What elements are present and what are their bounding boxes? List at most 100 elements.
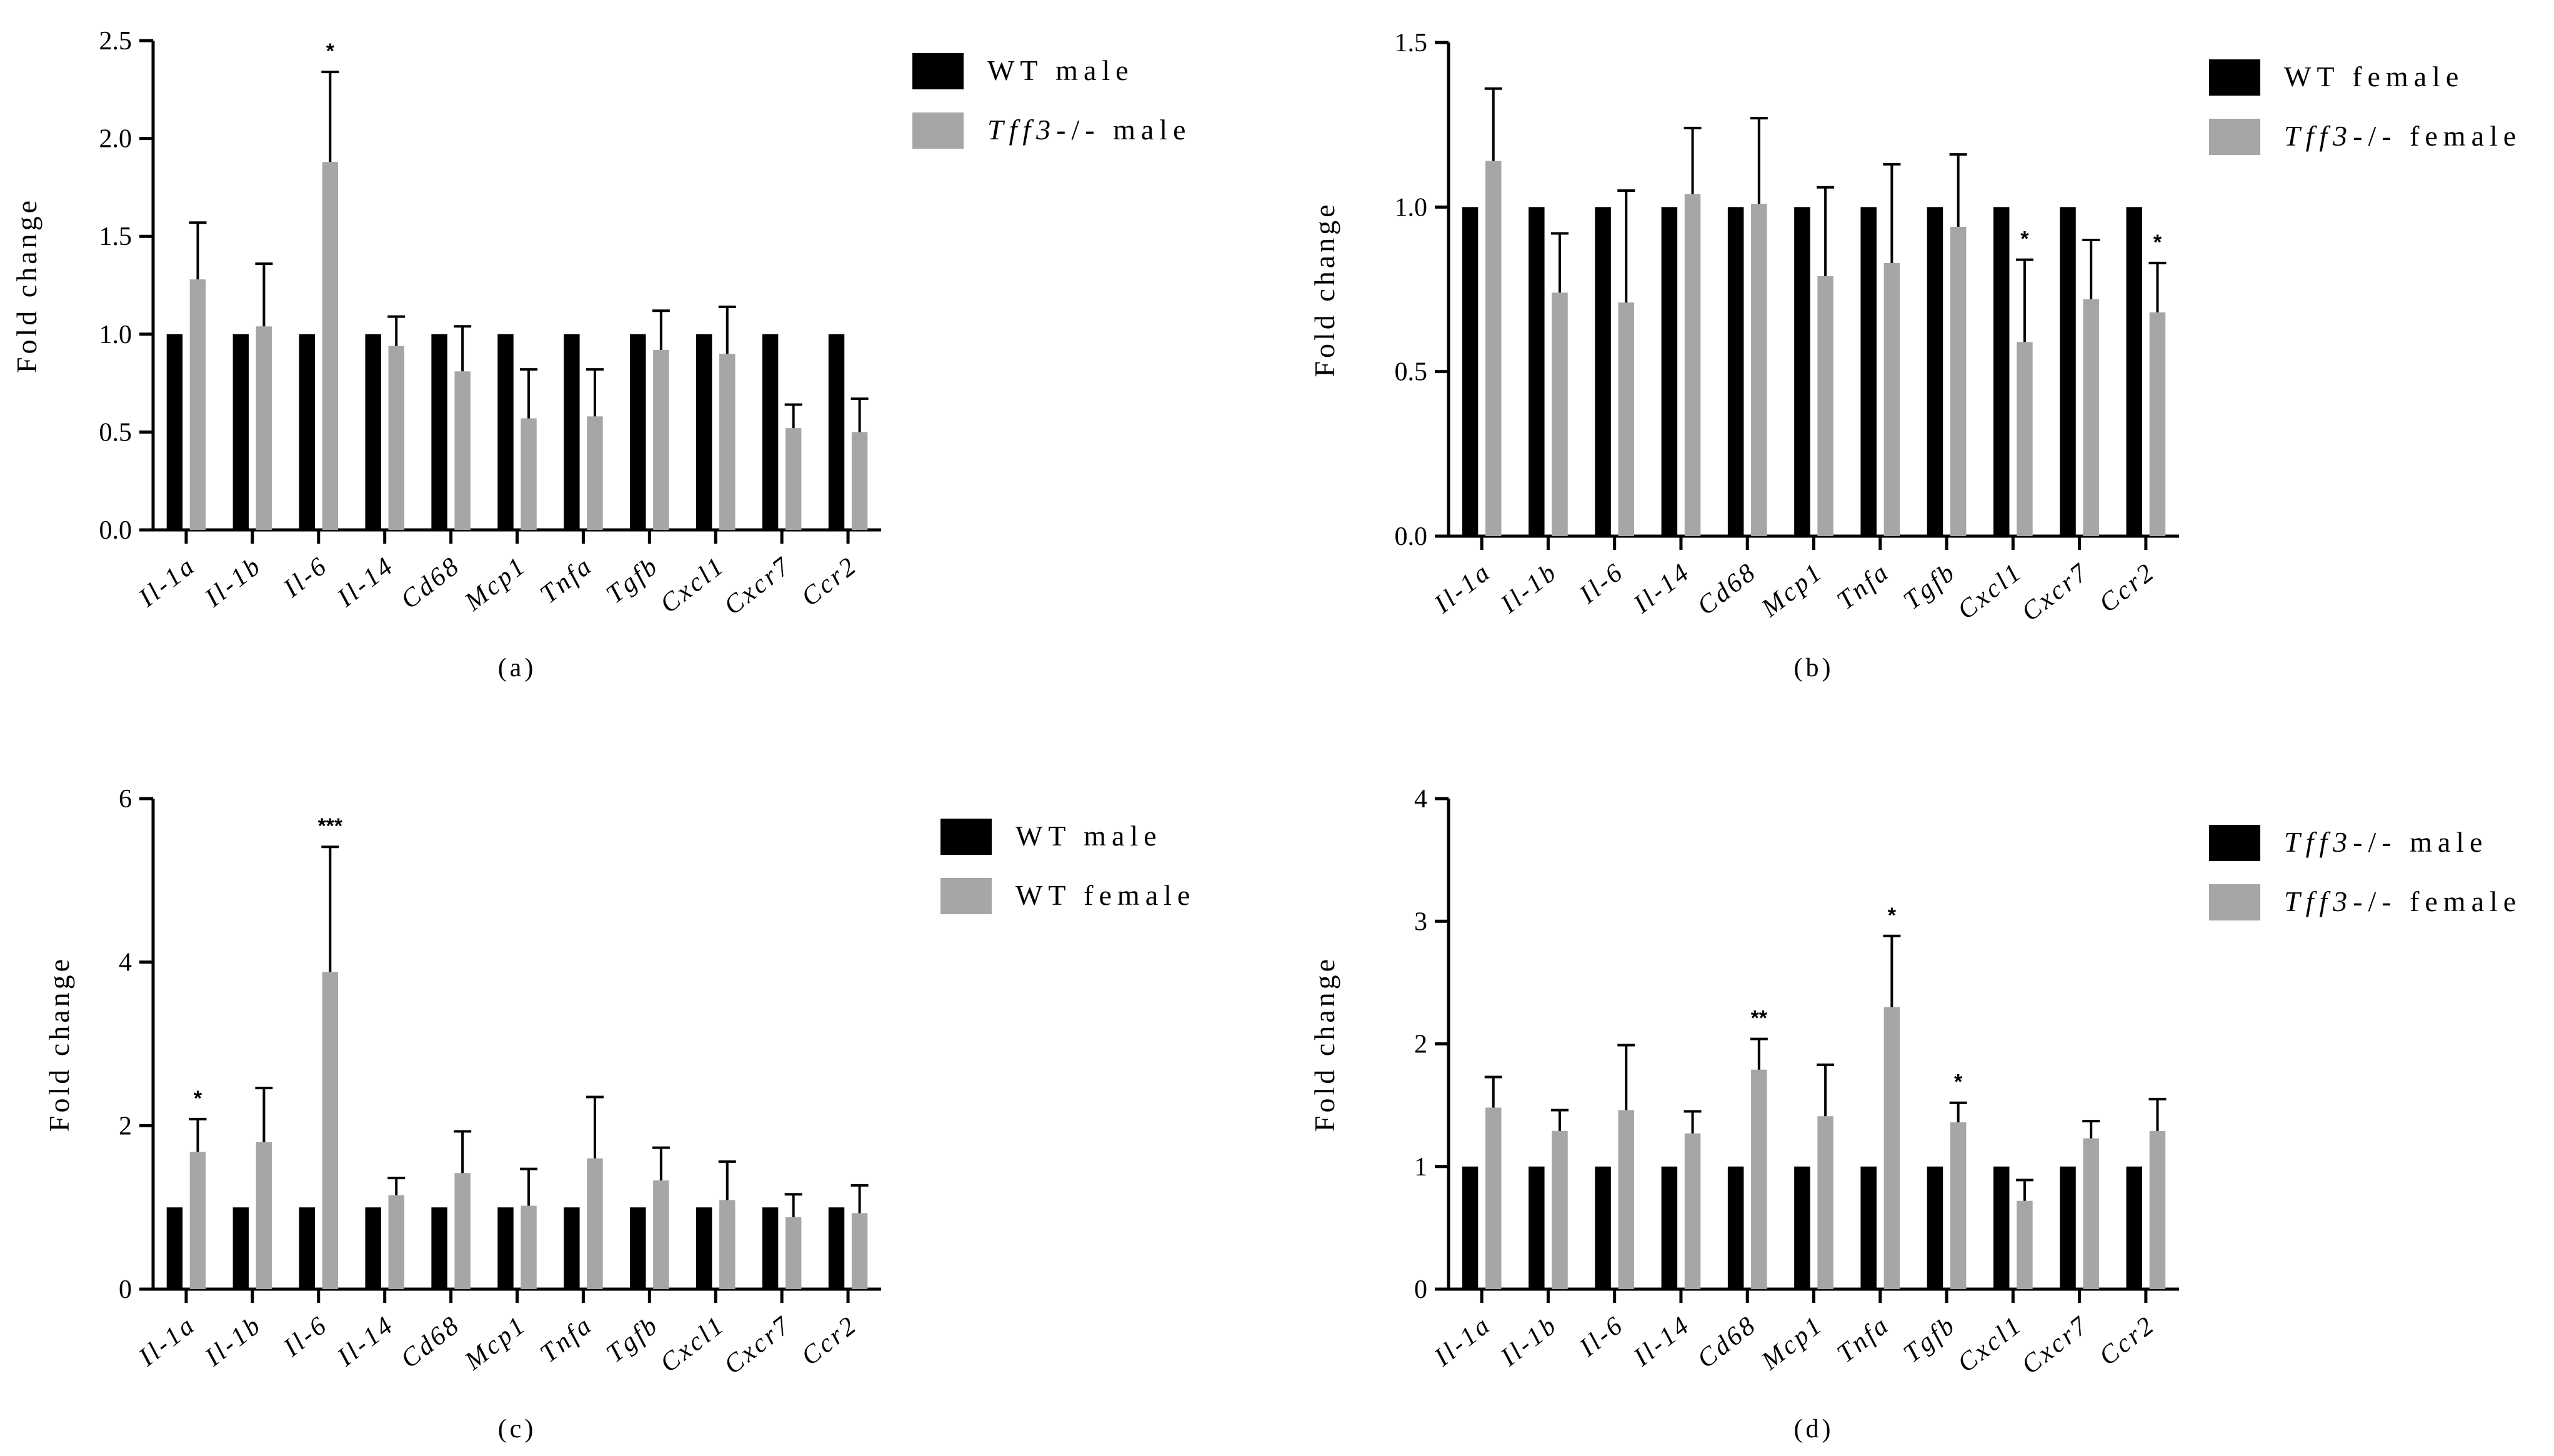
y-tick-label: 0.0 bbox=[99, 516, 132, 545]
category-label: Tnfa bbox=[1832, 557, 1895, 616]
category-label: Il-1a bbox=[133, 551, 201, 613]
y-tick-label: 0 bbox=[1414, 1275, 1427, 1304]
bar-light-Il-6 bbox=[322, 972, 339, 1289]
y-tick-label: 0 bbox=[119, 1275, 132, 1304]
category-label: Il-1a bbox=[1429, 557, 1497, 619]
bar-dark-Tnfa bbox=[1860, 1166, 1877, 1289]
bar-light-Il-14 bbox=[1684, 194, 1701, 536]
legend-label-part: WT female bbox=[1015, 879, 1195, 911]
category-label: Il-1b bbox=[1495, 1310, 1563, 1372]
bar-dark-Il-14 bbox=[1661, 1166, 1678, 1289]
bar-light-Cxcr7 bbox=[785, 428, 802, 530]
category-label: Cxcl1 bbox=[655, 551, 731, 619]
bar-light-Tnfa bbox=[587, 1158, 603, 1289]
legend-label-part: -/- male bbox=[2353, 826, 2488, 858]
category-label: Tnfa bbox=[1832, 1310, 1895, 1369]
bar-dark-Tnfa bbox=[1860, 207, 1877, 536]
legend-swatch-dark bbox=[940, 819, 992, 855]
bar-dark-Mcp1 bbox=[497, 334, 514, 530]
bar-dark-Tnfa bbox=[564, 334, 580, 530]
panel-label: (b) bbox=[1794, 654, 1834, 682]
category-label: Il-6 bbox=[1574, 557, 1630, 610]
significance-marker: * bbox=[2020, 227, 2029, 251]
significance-marker: * bbox=[194, 1087, 202, 1110]
bar-light-Il-14 bbox=[388, 346, 404, 530]
y-tick-label: 1.5 bbox=[99, 222, 132, 251]
bar-light-Tgfb bbox=[653, 349, 669, 530]
y-axis-title: Fold change bbox=[43, 956, 75, 1132]
category-label: Il-1b bbox=[199, 1310, 267, 1372]
category-label: Cd68 bbox=[1692, 1310, 1763, 1374]
legend-swatch-light bbox=[2209, 119, 2260, 155]
legend-label-part: -/- female bbox=[2353, 885, 2522, 917]
bar-light-Il-1a bbox=[1485, 161, 1502, 537]
y-tick-label: 2 bbox=[119, 1112, 132, 1140]
bar-light-Il-6 bbox=[322, 162, 339, 531]
y-tick-label: 0.5 bbox=[1395, 358, 1428, 387]
significance-marker: * bbox=[1888, 904, 1897, 927]
y-tick-label: 1.0 bbox=[1395, 193, 1428, 222]
bar-light-Cxcr7 bbox=[2083, 1138, 2099, 1289]
significance-marker: * bbox=[326, 39, 335, 63]
significance-marker: *** bbox=[317, 814, 342, 838]
bar-dark-Cxcr7 bbox=[2060, 207, 2076, 536]
bar-dark-Mcp1 bbox=[497, 1207, 514, 1289]
bar-light-Ccr2 bbox=[851, 1213, 868, 1289]
category-label: Cxcl1 bbox=[1952, 1310, 2028, 1379]
bar-dark-Cxcl1 bbox=[696, 334, 712, 530]
y-axis-title: Fold change bbox=[1309, 201, 1340, 377]
bar-light-Cd68 bbox=[454, 1173, 471, 1289]
bar-dark-Il-6 bbox=[299, 1207, 315, 1289]
bar-light-Mcp1 bbox=[1817, 1116, 1833, 1289]
bar-dark-Tgfb bbox=[630, 1207, 646, 1289]
bar-dark-Il-1a bbox=[1462, 207, 1479, 536]
bar-dark-Il-1a bbox=[1462, 1166, 1479, 1289]
legend-label: Tff3-/- male bbox=[2284, 826, 2488, 858]
y-tick-label: 6 bbox=[119, 785, 132, 814]
bar-light-Ccr2 bbox=[2149, 312, 2166, 536]
legend-swatch-light bbox=[912, 112, 964, 149]
bar-light-Il-1b bbox=[1552, 1130, 1568, 1289]
bar-light-Mcp1 bbox=[1817, 276, 1833, 536]
bar-dark-Cd68 bbox=[1727, 207, 1744, 536]
legend-label: Tff3-/- female bbox=[2284, 885, 2522, 917]
bar-light-Tgfb bbox=[1950, 226, 1967, 536]
legend-swatch-dark bbox=[2209, 59, 2260, 96]
bar-light-Ccr2 bbox=[851, 432, 868, 530]
y-axis-title: Fold change bbox=[1309, 956, 1340, 1132]
category-label: Tnfa bbox=[535, 551, 599, 610]
bar-dark-Ccr2 bbox=[828, 1207, 845, 1289]
bar-light-Il-1b bbox=[256, 1142, 272, 1289]
category-label: Il-6 bbox=[277, 1310, 334, 1363]
category-label: Il-1b bbox=[199, 551, 267, 613]
bar-light-Il-14 bbox=[388, 1195, 404, 1289]
y-tick-label: 2 bbox=[1414, 1030, 1427, 1059]
bar-dark-Il-1b bbox=[1529, 1166, 1545, 1289]
category-label: Il-6 bbox=[1574, 1310, 1630, 1363]
bar-dark-Il-1a bbox=[166, 1207, 183, 1289]
significance-marker: * bbox=[1954, 1070, 1963, 1094]
legend-label-part: -/- female bbox=[2353, 120, 2522, 152]
y-tick-label: 2.5 bbox=[99, 27, 132, 56]
legend-label-part: Tff3 bbox=[2284, 885, 2353, 917]
category-label: Il-1a bbox=[1429, 1310, 1497, 1372]
bar-dark-Il-1a bbox=[166, 334, 183, 530]
bar-light-Il-14 bbox=[1684, 1133, 1701, 1289]
legend-swatch-light bbox=[2209, 884, 2260, 920]
legend-label: Tff3-/- female bbox=[2284, 120, 2522, 152]
significance-marker: * bbox=[2153, 231, 2162, 254]
legend-label-part: -/- male bbox=[1056, 114, 1191, 146]
bar-light-Ccr2 bbox=[2149, 1130, 2166, 1289]
bar-dark-Tgfb bbox=[630, 334, 646, 530]
legend-swatch-dark bbox=[912, 53, 964, 89]
category-label: Il-6 bbox=[277, 551, 334, 604]
bar-dark-Cxcr7 bbox=[762, 1207, 779, 1289]
legend-label-part: Tff3 bbox=[2284, 826, 2353, 858]
bar-dark-Il-14 bbox=[1661, 207, 1678, 536]
category-label: Mcp1 bbox=[1756, 1310, 1829, 1377]
bar-light-Tnfa bbox=[1883, 1007, 1900, 1289]
